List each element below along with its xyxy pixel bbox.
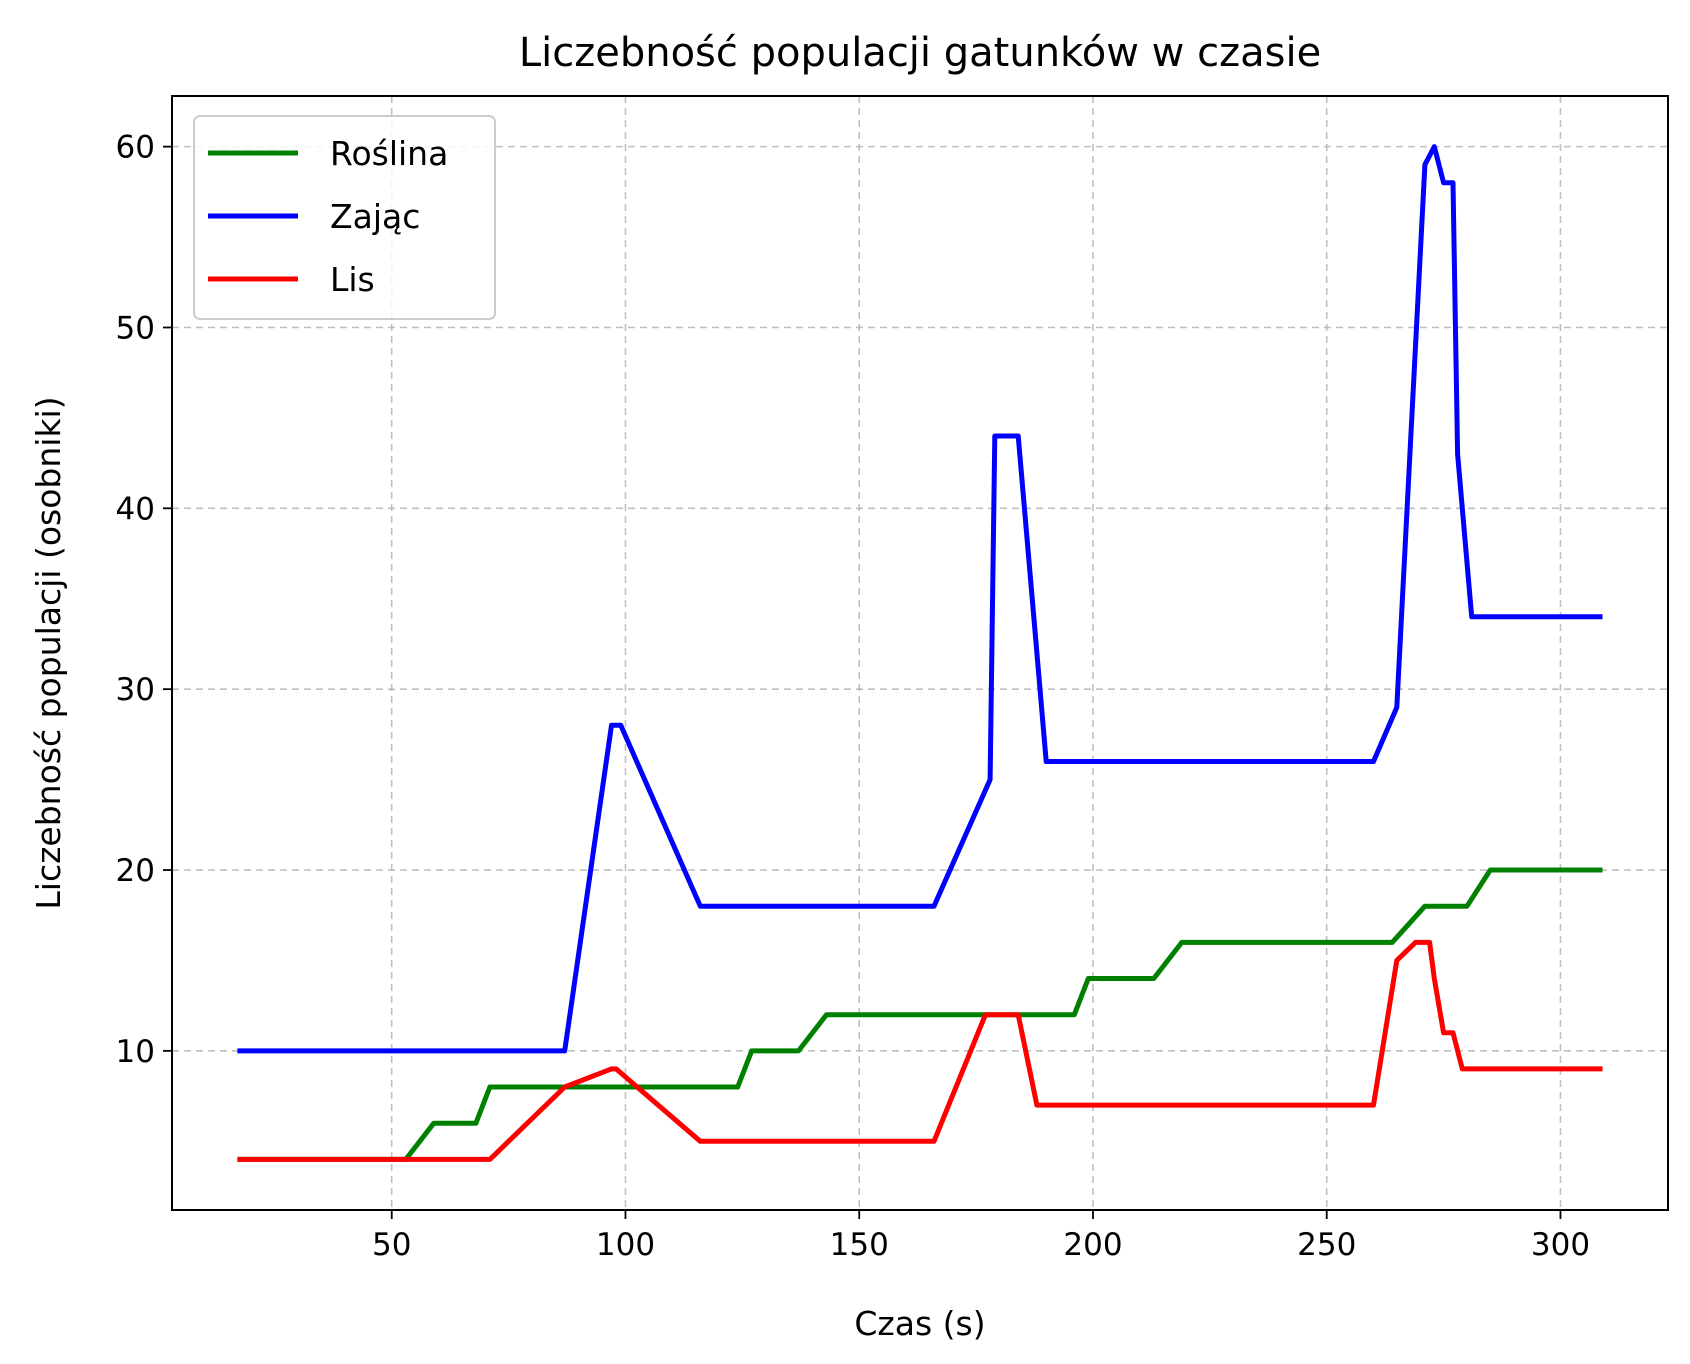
axis-ticks: 50 100 150 200 250 300 10 20 30 40 50 60 (116, 130, 1591, 1263)
y-tick-label: 20 (116, 853, 155, 889)
plot-frame (171, 95, 1669, 1211)
series-line-zajac (237, 144, 1603, 1054)
y-tick-label: 50 (116, 310, 155, 346)
y-tick-label: 10 (116, 1034, 155, 1070)
x-axis-label: Czas (s) (854, 1304, 985, 1343)
legend-label-roslina: Roślina (330, 134, 448, 173)
legend: Roślina Zając Lis (193, 115, 496, 320)
grid (172, 96, 1668, 1210)
legend-box (193, 115, 496, 320)
y-axis-label: Liczebność populacji (osobniki) (29, 396, 68, 909)
y-tick-label: 30 (116, 672, 155, 708)
x-tick-label: 250 (1297, 1227, 1356, 1263)
x-tick-label: 150 (830, 1227, 889, 1263)
x-tick-label: 200 (1063, 1227, 1122, 1263)
series-line-roslina (237, 867, 1603, 1162)
y-tick-label: 40 (116, 491, 155, 527)
legend-label-zajac: Zając (330, 197, 420, 236)
series-line-lis (237, 939, 1603, 1162)
x-tick-label: 300 (1531, 1227, 1590, 1263)
x-tick-label: 50 (372, 1227, 411, 1263)
chart-title: Liczebność populacji gatunków w czasie (519, 30, 1321, 76)
y-tick-label: 60 (116, 130, 155, 166)
legend-label-lis: Lis (330, 260, 375, 299)
series-lines (237, 144, 1603, 1162)
x-tick-label: 100 (596, 1227, 655, 1263)
